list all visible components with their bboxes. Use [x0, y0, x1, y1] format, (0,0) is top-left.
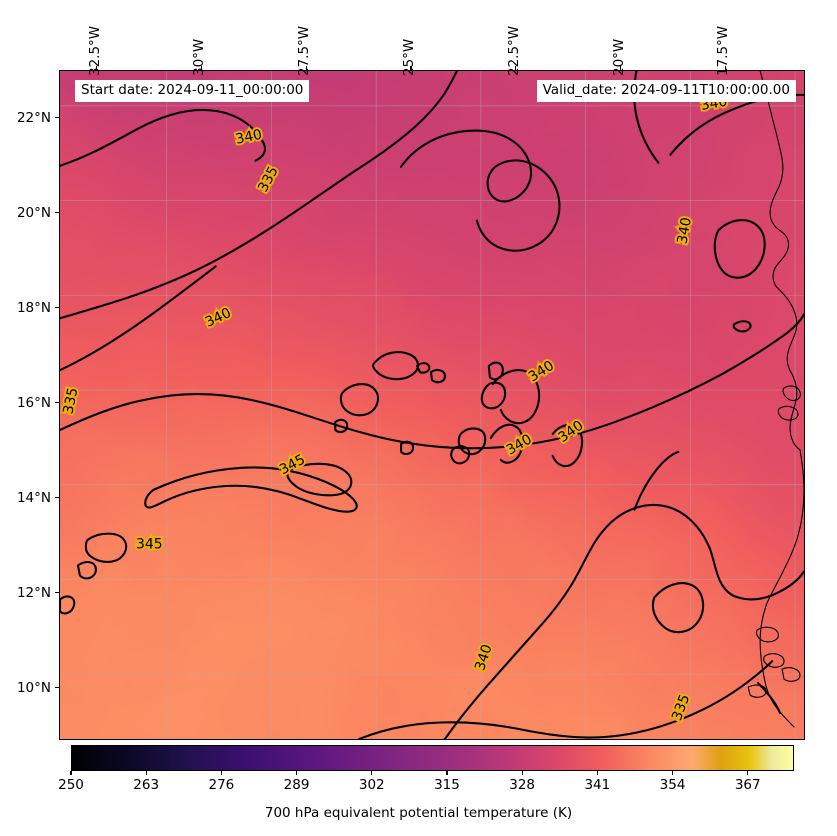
lon-tick-label: 32.5°W: [86, 25, 103, 76]
lon-tick-label: 30°W: [191, 38, 208, 76]
lon-tick-mark: [410, 66, 412, 70]
lat-tick-mark: [55, 402, 59, 404]
colorbar-tick-label: 367: [734, 777, 761, 793]
lat-tick-mark: [55, 592, 59, 594]
lat-tick-mark: [55, 116, 59, 119]
lat-tick-label: 18°N: [16, 299, 51, 316]
colorbar-tick-mark: [596, 771, 598, 775]
lon-tick-mark: [619, 66, 622, 70]
colorbar-title: 700 hPa equivalent potential temperature…: [264, 805, 573, 821]
lon-tick-mark: [96, 66, 98, 70]
colorbar-tick-label: 328: [509, 777, 536, 793]
colorbar-tick-label: 250: [58, 777, 84, 793]
theta-e-field-raster: [60, 71, 804, 739]
lat-tick-label: 22°N: [16, 109, 51, 126]
contour-label: 345: [136, 537, 163, 553]
colorbar-tick-mark: [671, 771, 674, 775]
colorbar-tick-mark: [446, 771, 448, 775]
colorbar-tick-mark: [747, 771, 749, 775]
lat-tick-label: 14°N: [16, 489, 51, 506]
coastline: [747, 71, 804, 728]
lat-tick-label: 10°N: [16, 679, 51, 696]
colorbar-tick-label: 263: [133, 777, 160, 793]
colorbar-tick-label: 302: [358, 777, 385, 793]
lon-tick-mark: [724, 66, 726, 70]
lon-tick-label: 25°W: [401, 38, 418, 76]
colorbar-tick-mark: [145, 771, 147, 775]
lat-tick-mark: [55, 497, 59, 499]
colorbar-tick-label: 289: [283, 777, 310, 793]
contour-label: 335: [255, 164, 282, 195]
contour-label: 340: [203, 305, 234, 331]
contour-label: 335: [60, 386, 81, 415]
start-date-annotation: Start date: 2024-09-11_00:00:00: [75, 80, 310, 102]
lon-tick-label: 20°W: [610, 38, 627, 76]
colorbar-tick-label: 276: [208, 777, 235, 793]
lon-tick-label: 17.5°W: [715, 25, 732, 76]
colorbar-tick-mark: [521, 771, 523, 775]
map-plot-area[interactable]: 340 335 340 335 340 340 340 345 340 340 345 340 335 …: [59, 70, 805, 740]
lat-tick-label: 12°N: [16, 584, 51, 601]
contour-lines: [60, 71, 804, 739]
lon-tick-mark: [515, 66, 517, 70]
lat-tick-label: 20°N: [16, 204, 51, 221]
lat-tick-mark: [55, 687, 59, 689]
lat-tick-mark: [55, 211, 59, 214]
contour-label: 340: [234, 127, 263, 148]
contour-label: 340: [675, 216, 695, 245]
gridlines: [60, 71, 804, 739]
lat-tick-mark: [55, 306, 59, 309]
colorbar-tick-label: 341: [584, 777, 611, 793]
colorbar-tick-mark: [371, 771, 373, 775]
lon-tick-label: 27.5°W: [296, 25, 313, 76]
contour-label: 340: [472, 642, 495, 672]
colorbar[interactable]: [71, 745, 794, 771]
colorbar-tick-label: 354: [659, 777, 686, 793]
colorbar-gradient: [72, 746, 793, 770]
colorbar-tick-mark: [295, 771, 298, 775]
colorbar-tick-mark: [70, 771, 72, 775]
lon-tick-mark: [305, 66, 307, 70]
colorbar-tick-mark: [220, 771, 222, 775]
valid-date-annotation: Valid_date: 2024-09-11T10:00:00.00: [536, 80, 796, 102]
colorbar-tick-label: 315: [434, 777, 460, 793]
contour-label: 340: [526, 358, 557, 386]
lon-tick-mark: [200, 66, 203, 70]
lon-tick-label: 22.5°W: [505, 25, 522, 76]
lat-tick-label: 16°N: [16, 394, 51, 411]
contour-label: 335: [669, 692, 693, 723]
